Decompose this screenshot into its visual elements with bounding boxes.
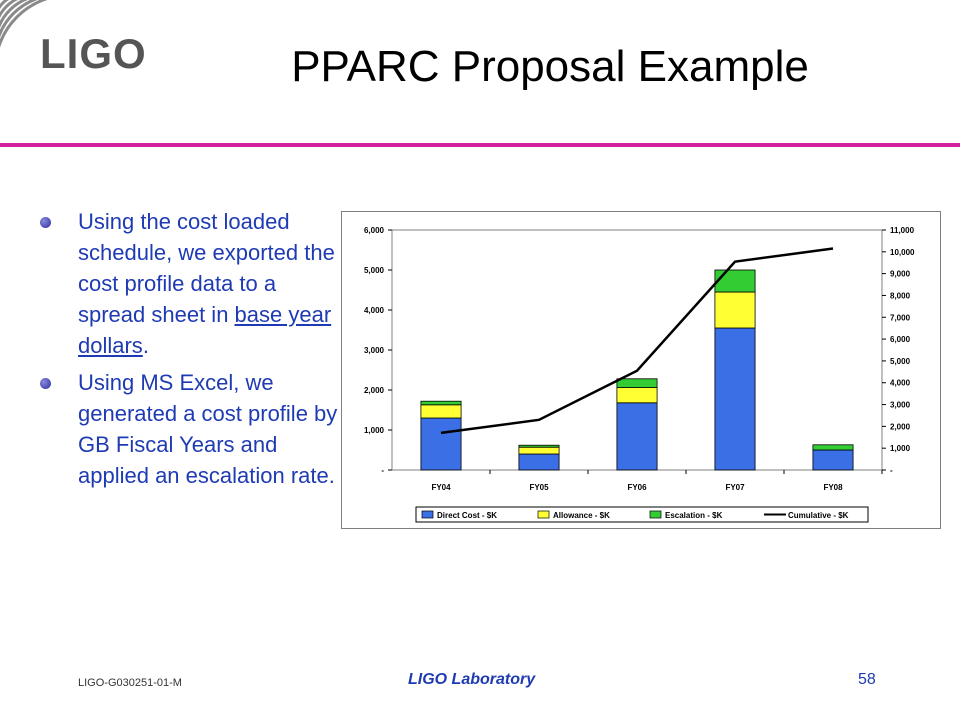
bar-segment [616,402,658,471]
bar-segment [518,453,560,471]
right-tick-label: 10,000 [890,248,915,257]
bar-segment [518,444,560,448]
right-tick-label: 2,000 [890,422,911,431]
legend-label: Allowance - $K [553,511,610,520]
right-tick-label: - [890,466,893,475]
page-title: PPARC Proposal Example [291,42,809,91]
legend-swatch [421,510,434,519]
cumulative-line [440,247,834,435]
left-tick-label: 4,000 [364,306,385,315]
legend-label: Direct Cost - $K [437,511,497,520]
base-year-dollars-link[interactable]: base year dollars [78,302,332,358]
footer-organization: LIGO Laboratory [408,671,536,688]
bar-segment [812,449,854,471]
cost-profile-chart: - 1,000 2,000 3,000 4,000 5,000 6,000 - 1,000 2,0… [341,211,941,529]
x-tick-label: FY07 [725,483,745,492]
right-tick-label: 9,000 [890,270,911,279]
legend-swatch [649,510,662,519]
left-tick-label: 5,000 [364,266,385,275]
bar-segment [420,400,462,406]
logo-arcs-icon [0,0,48,48]
right-tick-label: 7,000 [890,313,911,322]
bar-segment [714,269,756,293]
x-tick-label: FY04 [431,483,451,492]
left-tick-label: 2,000 [364,386,385,395]
right-tick-label: 5,000 [890,357,911,366]
bar-segment [616,387,658,404]
logo-text: LIGO [40,30,147,77]
bullet-dot-icon [40,378,51,389]
bullet-text-end: . [142,333,149,358]
right-tick-label: 11,000 [890,226,915,235]
bullet-dot-icon [40,217,51,228]
x-tick-label: FY08 [823,483,843,492]
bullet-list: Using the cost loaded schedule, we expor… [40,206,340,497]
legend-label: Escalation - $K [665,511,723,520]
bar-segment [714,291,756,329]
legend-box [415,506,869,523]
right-tick-label: 1,000 [890,444,911,453]
chart-svg: - 1,000 2,000 3,000 4,000 5,000 6,000 - 1,000 2,0… [364,226,915,523]
x-tick-label: FY06 [627,483,647,492]
right-tick-label: 6,000 [890,335,911,344]
bar-segment [616,378,658,389]
bullet-text: Using the cost loaded schedule, we expor… [78,209,335,327]
ligo-logo: LIGO [0,0,170,110]
document-id: LIGO-G030251-01-M [78,677,182,689]
legend-swatch [537,510,550,519]
right-tick-label: 8,000 [890,291,911,300]
left-tick-label: 6,000 [364,226,385,235]
bar-segment [714,327,756,471]
bar-segment [420,417,462,471]
bullet-item: Using MS Excel, we generated a cost prof… [40,367,340,491]
page-number: 58 [858,671,876,688]
right-tick-label: 3,000 [890,401,911,410]
left-tick-label: 3,000 [364,346,385,355]
bullet-text: Using MS Excel, we generated a cost prof… [78,370,338,488]
legend-label: Cumulative - $K [788,511,849,520]
left-tick-label: 1,000 [364,426,385,435]
bar-segment [420,404,462,419]
bullet-item: Using the cost loaded schedule, we expor… [40,206,340,361]
bar-segment [812,444,854,451]
left-tick-label: - [381,466,384,475]
title-divider [0,143,960,147]
bar-segment [518,446,560,455]
right-tick-label: 4,000 [890,379,911,388]
x-tick-label: FY05 [529,483,549,492]
